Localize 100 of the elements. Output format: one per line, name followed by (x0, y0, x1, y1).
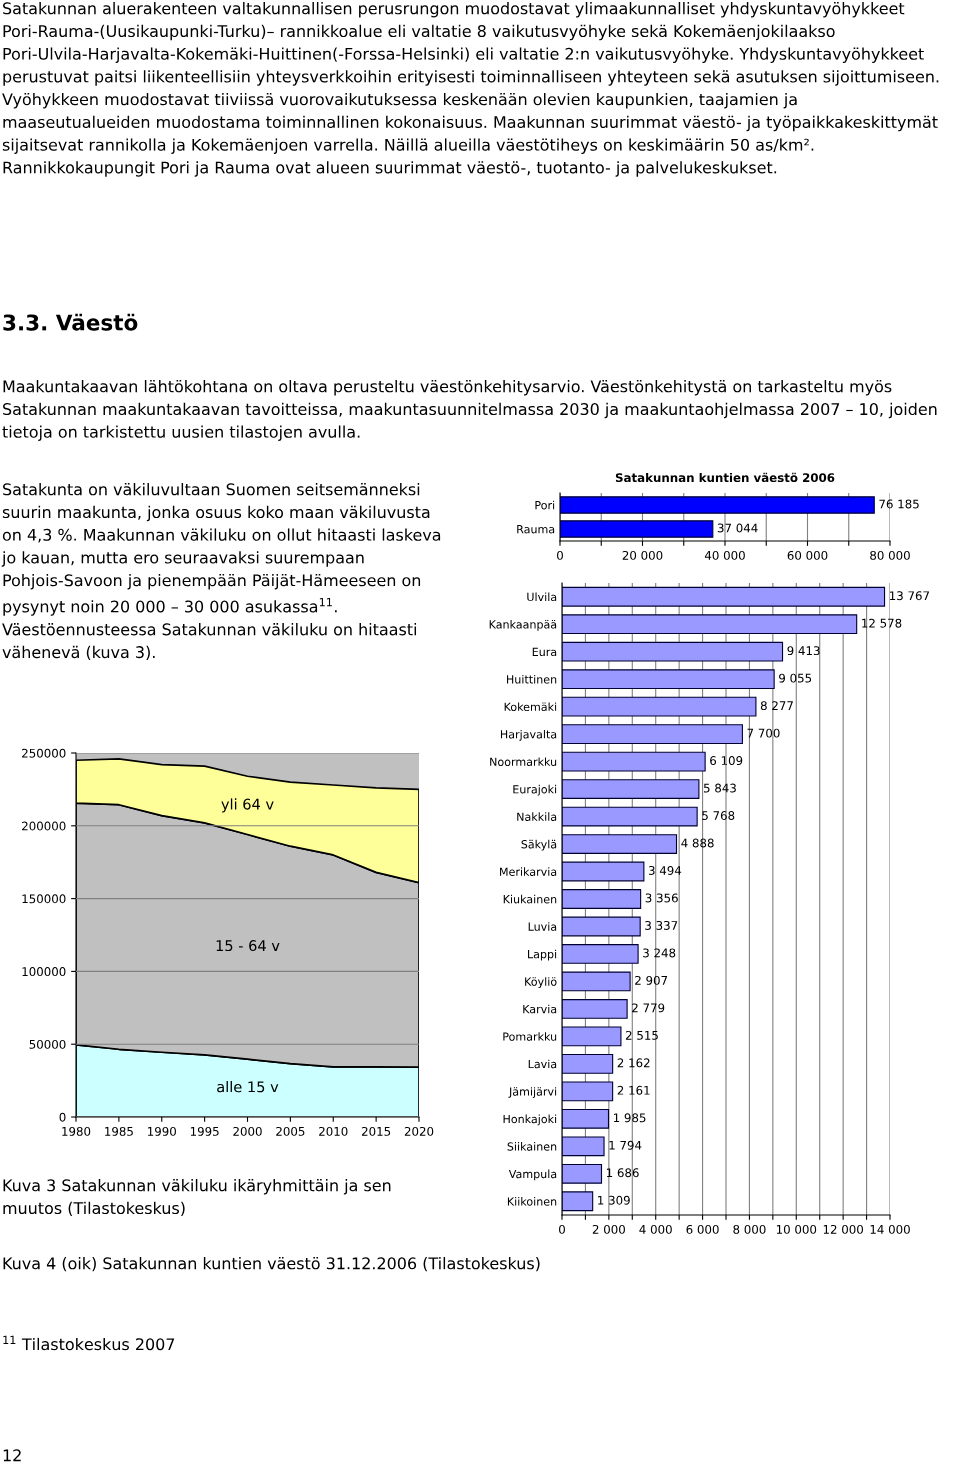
y-tick-label: 200000 (22, 821, 66, 831)
data-label: 2 162 (617, 1058, 650, 1068)
bar (562, 1136, 605, 1157)
y-tick-label: Siikainen (507, 1142, 557, 1151)
bar (562, 1191, 594, 1212)
y-tick-label: Eurajoki (513, 784, 557, 796)
x-tick-label: 4 000 (639, 1224, 672, 1234)
bar (562, 641, 784, 662)
bar (562, 751, 706, 772)
text: $^{11}$ Tilastokeskus 2007 (3, 1335, 175, 1351)
data-label: 9 055 (779, 673, 812, 683)
y-tick-label: 250000 (22, 748, 66, 758)
y-tick-label: Harjavalta (500, 729, 557, 741)
x-tick-label: 1990 (148, 1126, 176, 1136)
y-tick-label: Köyliö (525, 977, 557, 988)
series-label: alle 15 v (217, 1081, 279, 1093)
y-tick-label: Lappi (528, 949, 557, 961)
y-tick-label: Vampula (508, 1169, 557, 1181)
y-tick-label: Eura (532, 647, 557, 657)
x-tick-label: 2020 (404, 1126, 434, 1136)
data-label: 2 161 (617, 1085, 650, 1095)
data-label: 9 413 (787, 646, 820, 656)
x-tick-label: 0 (559, 1224, 565, 1234)
x-tick-label: 2015 (361, 1126, 391, 1136)
x-tick-label: 1995 (190, 1126, 219, 1136)
data-label: 1 686 (606, 1168, 639, 1178)
x-tick-label: 10 000 (776, 1224, 817, 1234)
data-label: 3 337 (645, 920, 678, 930)
x-tick-label: 80 000 (870, 550, 910, 560)
data-label: 3 356 (645, 893, 678, 903)
series-label: yli 64 v (221, 798, 274, 813)
x-tick-label: 2000 (233, 1126, 262, 1136)
bar (562, 971, 631, 992)
bar (562, 999, 628, 1019)
data-label: 12 578 (862, 618, 902, 628)
bar (562, 1026, 622, 1047)
bar (562, 586, 886, 607)
y-tick-label: Pori (535, 500, 555, 510)
y-tick-label: Lavia (528, 1059, 557, 1069)
y-tick-label: Merikarvia (500, 867, 557, 876)
bar (562, 944, 639, 964)
bar (562, 614, 858, 635)
y-tick-label: Jämijärvi (508, 1087, 557, 1098)
data-label: 4 888 (681, 838, 714, 848)
x-tick-label: 1985 (105, 1126, 133, 1136)
text: Satakunnan aluerakenteen valtakunnallisen perusrungon muodostavat ylimaakunnalliset yhdyskuntavyöhykkeet Pori-Rauma-(Uusikaupunki-Turku)– rannikkoalue eli valtatie 8 vaikutusvyöhyke sekä Kokemäenjokilaakso Pori-Ulvila-Harjavalta-Kokemäki-Huittinen(-Forssa-Helsinki) eli valtatie 2:n vaikutusvyöhyke. Yhdyskuntavyöhykkeet perustuvat paitsi liikenteellisiin yhteysverkkoihin erityisesti toiminnalliseen yhteyteen sekä asutuksen sijoittumiseen. Vyöhykkeen muodostavat tiiviissä vuorovaikutuksessa keskenään olevien kaupunkien, taajamien ja maaseutualueiden muodostama toiminnallinen kokonaisuus. Maakunnan suurimmat väestö- ja työpaikkakeskittymät sijaitsevat rannikolla ja Kokemäenjoen varrella. Näillä alueilla väestötiheys on keskimäärin 50 as/km². Rannikkokaupungit Pori ja Rauma ovat alueen suurimmat väestö-, tuotanto- ja palvelukeskukset. (2, 2, 939, 177)
y-tick-label: Kankaanpää (489, 620, 557, 631)
bar (562, 861, 645, 882)
data-label: 3 494 (648, 866, 682, 875)
bar (562, 1108, 610, 1129)
text: 12 (3, 1449, 21, 1462)
data-label: 2 515 (625, 1030, 658, 1040)
y-tick-label: Pomarkku (503, 1032, 557, 1041)
y-tick-label: 100000 (22, 967, 66, 977)
x-tick-label: 1980 (62, 1126, 91, 1136)
y-tick-label: Rauma (517, 525, 555, 534)
y-tick-label: Noormarkku (490, 757, 557, 766)
data-label: 6 109 (710, 756, 743, 766)
data-label: 7 700 (747, 728, 780, 738)
y-tick-label: 50000 (29, 1039, 66, 1049)
bar (562, 696, 757, 717)
data-label: 2 779 (632, 1003, 665, 1013)
bar (562, 1053, 614, 1074)
bar (562, 889, 642, 909)
text: 3.3. Väestö (3, 313, 138, 331)
x-tick-label: 60 000 (787, 550, 828, 560)
x-tick-label: 8 000 (733, 1224, 766, 1234)
y-tick-label: 150000 (22, 894, 66, 904)
text: Maakuntakaavan lähtökohtana on oltava perusteltu väestönkehitysarvio. Väestönkehitystä on tarkasteltu myös Satakunnan maakuntakaavan tavoitteissa, maakuntasuunnitelmassa 2030 ja maakuntaohjelmassa 2007 – 10, joiden tietoja on tarkistettu uusien tilastojen avulla. (2, 380, 937, 441)
y-tick-label: Karvia (523, 1004, 557, 1014)
data-label: 3 248 (643, 948, 676, 958)
data-label: 13 767 (890, 591, 930, 601)
y-tick-label: Kiukainen (503, 894, 557, 904)
bar (562, 669, 775, 690)
x-tick-label: 2 000 (592, 1224, 625, 1234)
y-tick-label: Luvia (528, 922, 557, 931)
x-tick-label: 14 000 (870, 1224, 910, 1234)
y-tick-label: 0 (59, 1112, 66, 1122)
x-tick-label: 12 000 (823, 1224, 864, 1234)
y-tick-label: Honkajoki (503, 1114, 557, 1126)
text: Kuva 4 (oik) Satakunnan kuntien väestö 31.12.2006 (Tilastokeskus) (3, 1257, 540, 1272)
y-tick-label: Säkylä (521, 839, 557, 851)
y-tick-label: Kiikoinen (507, 1197, 557, 1206)
data-label: 8 277 (760, 701, 793, 711)
data-label: 2 907 (635, 975, 668, 985)
data-label: 76 185 (879, 499, 919, 509)
x-tick-label: 2010 (319, 1126, 348, 1136)
y-tick-label: Huittinen (507, 674, 557, 684)
x-tick-label: 2005 (276, 1126, 305, 1136)
y-tick-label: Nakkila (517, 812, 557, 821)
data-label: 37 044 (717, 523, 758, 533)
data-label: 1 985 (613, 1113, 646, 1123)
data-label: 5 768 (702, 811, 735, 820)
chart-title: Satakunnan kuntien väestö 2006 (615, 472, 835, 483)
bar (562, 834, 678, 854)
data-label: 1 309 (598, 1195, 630, 1205)
bar (562, 806, 698, 827)
series-label: 15 - 64 v (216, 940, 280, 952)
text: Kuva 3 Satakunnan väkiluku ikäryhmittäin ja sen muutos (Tilastokeskus) (3, 1179, 391, 1216)
text: Satakunta on väkiluvultaan Suomen seitsemänneksi suurin maakunta, jonka osuus koko maan väkiluvusta on 4,3 %. Maakunnan väkiluku on ollut hitaasti laskeva jo kauan, mutta ero seuraavaksi suurempaan Pohjois-Savoon ja pienempään Päijät-Hämeeseen on pysynyt noin 20 000 – 30 000 asukassa$^{11}$. Väestöennusteessa Satakunnan väkiluku on hitaasti vähenevä (kuva 3). (1, 483, 441, 661)
